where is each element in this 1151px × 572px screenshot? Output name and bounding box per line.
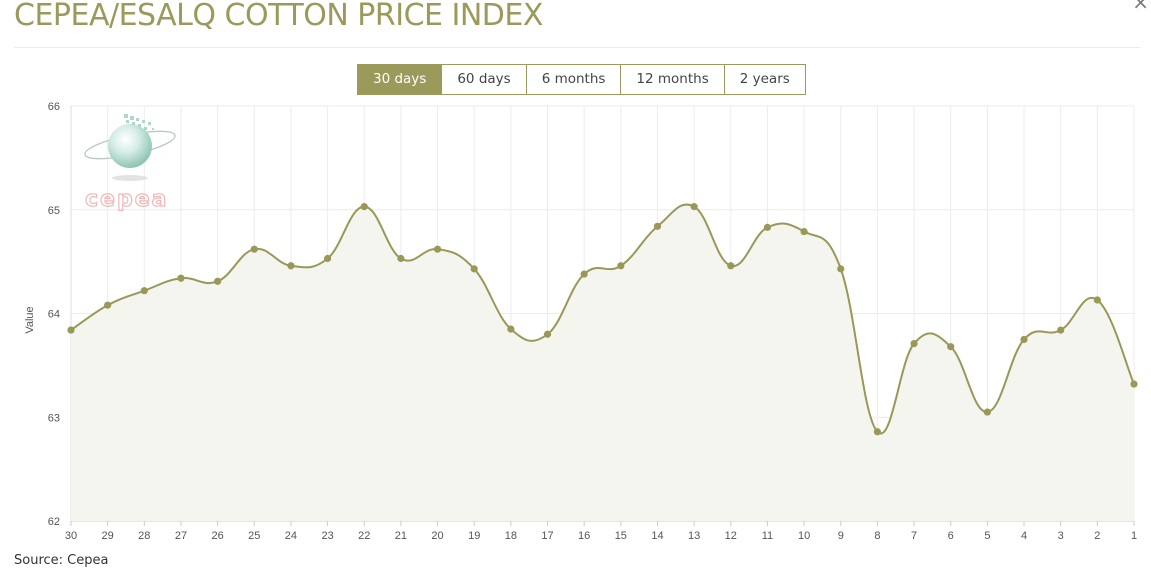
y-tick-label: 66 xyxy=(48,101,60,113)
x-tick-label: 28 xyxy=(138,530,150,542)
x-tick-label: 30 xyxy=(65,530,77,542)
x-tick-label: 10 xyxy=(798,530,810,542)
y-tick-label: 63 xyxy=(48,412,60,424)
x-tick-label: 2 xyxy=(1094,530,1100,542)
data-point-30[interactable] xyxy=(67,326,75,334)
data-point-8[interactable] xyxy=(873,428,882,436)
range-selector: 30 days 60 days 6 months 12 months 2 yea… xyxy=(357,64,806,95)
data-points xyxy=(67,203,1138,436)
x-axis-ticks: 30 29 28 27 26 25 24 23 22 21 20 19 18 17 16 15 14 13 12 11… xyxy=(65,530,1137,542)
x-tick-label: 21 xyxy=(395,530,407,542)
data-point-12[interactable] xyxy=(727,262,735,270)
x-tick-label: 20 xyxy=(431,530,443,542)
y-axis-label: Value xyxy=(24,306,36,333)
data-point-19[interactable] xyxy=(470,265,478,273)
data-point-11[interactable] xyxy=(763,223,772,231)
x-tick-label: 23 xyxy=(321,530,333,542)
x-tick-label: 13 xyxy=(688,530,700,542)
x-tick-label: 4 xyxy=(1021,530,1027,542)
x-tick-label: 26 xyxy=(211,530,223,542)
data-point-5[interactable] xyxy=(983,408,991,416)
x-tick-label: 7 xyxy=(911,530,917,542)
data-point-7[interactable] xyxy=(910,339,918,348)
data-point-21[interactable] xyxy=(397,254,405,263)
data-point-10[interactable] xyxy=(800,227,808,236)
range-tab-12-months[interactable]: 12 months xyxy=(621,64,725,95)
price-area xyxy=(71,204,1134,521)
data-point-3[interactable] xyxy=(1057,326,1065,334)
data-point-29[interactable] xyxy=(104,301,112,309)
data-point-17[interactable] xyxy=(543,330,552,338)
title-divider xyxy=(14,47,1141,48)
data-point-9[interactable] xyxy=(837,265,845,273)
x-tick-label: 9 xyxy=(838,530,844,542)
x-tick-label: 1 xyxy=(1131,530,1137,542)
data-point-22[interactable] xyxy=(360,203,368,211)
range-tab-6-months[interactable]: 6 months xyxy=(526,64,622,95)
x-tick-label: 29 xyxy=(102,530,114,542)
x-tick-label: 5 xyxy=(984,530,990,542)
data-point-26[interactable] xyxy=(214,277,222,285)
cepea-logo: cepea xyxy=(84,114,176,212)
data-point-2[interactable] xyxy=(1093,296,1101,304)
data-point-1[interactable] xyxy=(1130,380,1138,388)
x-tick-label: 19 xyxy=(468,530,480,542)
close-icon[interactable]: × xyxy=(1132,0,1149,14)
data-point-15[interactable] xyxy=(617,262,625,270)
data-point-6[interactable] xyxy=(947,343,955,351)
x-tick-label: 12 xyxy=(725,530,737,542)
data-point-18[interactable] xyxy=(507,325,515,333)
y-tick-label: 64 xyxy=(48,309,60,321)
data-point-13[interactable] xyxy=(690,203,698,211)
x-tick-label: 3 xyxy=(1058,530,1064,542)
x-tick-label: 25 xyxy=(248,530,260,542)
y-tick-label: 62 xyxy=(48,516,60,528)
range-tab-30-days[interactable]: 30 days xyxy=(357,64,443,95)
x-tick-label: 14 xyxy=(651,530,663,542)
y-tick-label: 65 xyxy=(48,205,60,217)
page-title: CEPEA/ESALQ COTTON PRICE INDEX xyxy=(14,0,543,33)
logo-text: cepea xyxy=(85,187,168,212)
data-point-24[interactable] xyxy=(287,262,295,270)
x-tick-label: 8 xyxy=(874,530,880,542)
x-tick-label: 15 xyxy=(615,530,627,542)
x-tick-label: 11 xyxy=(762,530,773,542)
x-tick-label: 22 xyxy=(358,530,370,542)
x-tick-label: 18 xyxy=(505,530,517,542)
x-tick-label: 16 xyxy=(578,530,590,542)
data-point-20[interactable] xyxy=(433,245,442,253)
x-tick-label: 24 xyxy=(285,530,297,542)
x-tick-label: 17 xyxy=(541,530,553,542)
range-tab-2-years[interactable]: 2 years xyxy=(724,64,806,95)
data-point-14[interactable] xyxy=(653,222,662,230)
data-point-4[interactable] xyxy=(1020,335,1028,344)
x-tick-label: 27 xyxy=(175,530,187,542)
source-note: Source: Cepea xyxy=(14,553,109,568)
data-point-16[interactable] xyxy=(580,270,588,278)
range-tab-60-days[interactable]: 60 days xyxy=(442,64,527,95)
x-tick-label: 6 xyxy=(948,530,954,542)
data-point-27[interactable] xyxy=(177,274,185,282)
y-axis-ticks: 62 63 64 65 66 xyxy=(48,101,60,528)
data-point-28[interactable] xyxy=(140,287,148,295)
data-point-25[interactable] xyxy=(250,245,258,253)
price-line xyxy=(70,203,1135,435)
data-point-23[interactable] xyxy=(323,254,332,263)
